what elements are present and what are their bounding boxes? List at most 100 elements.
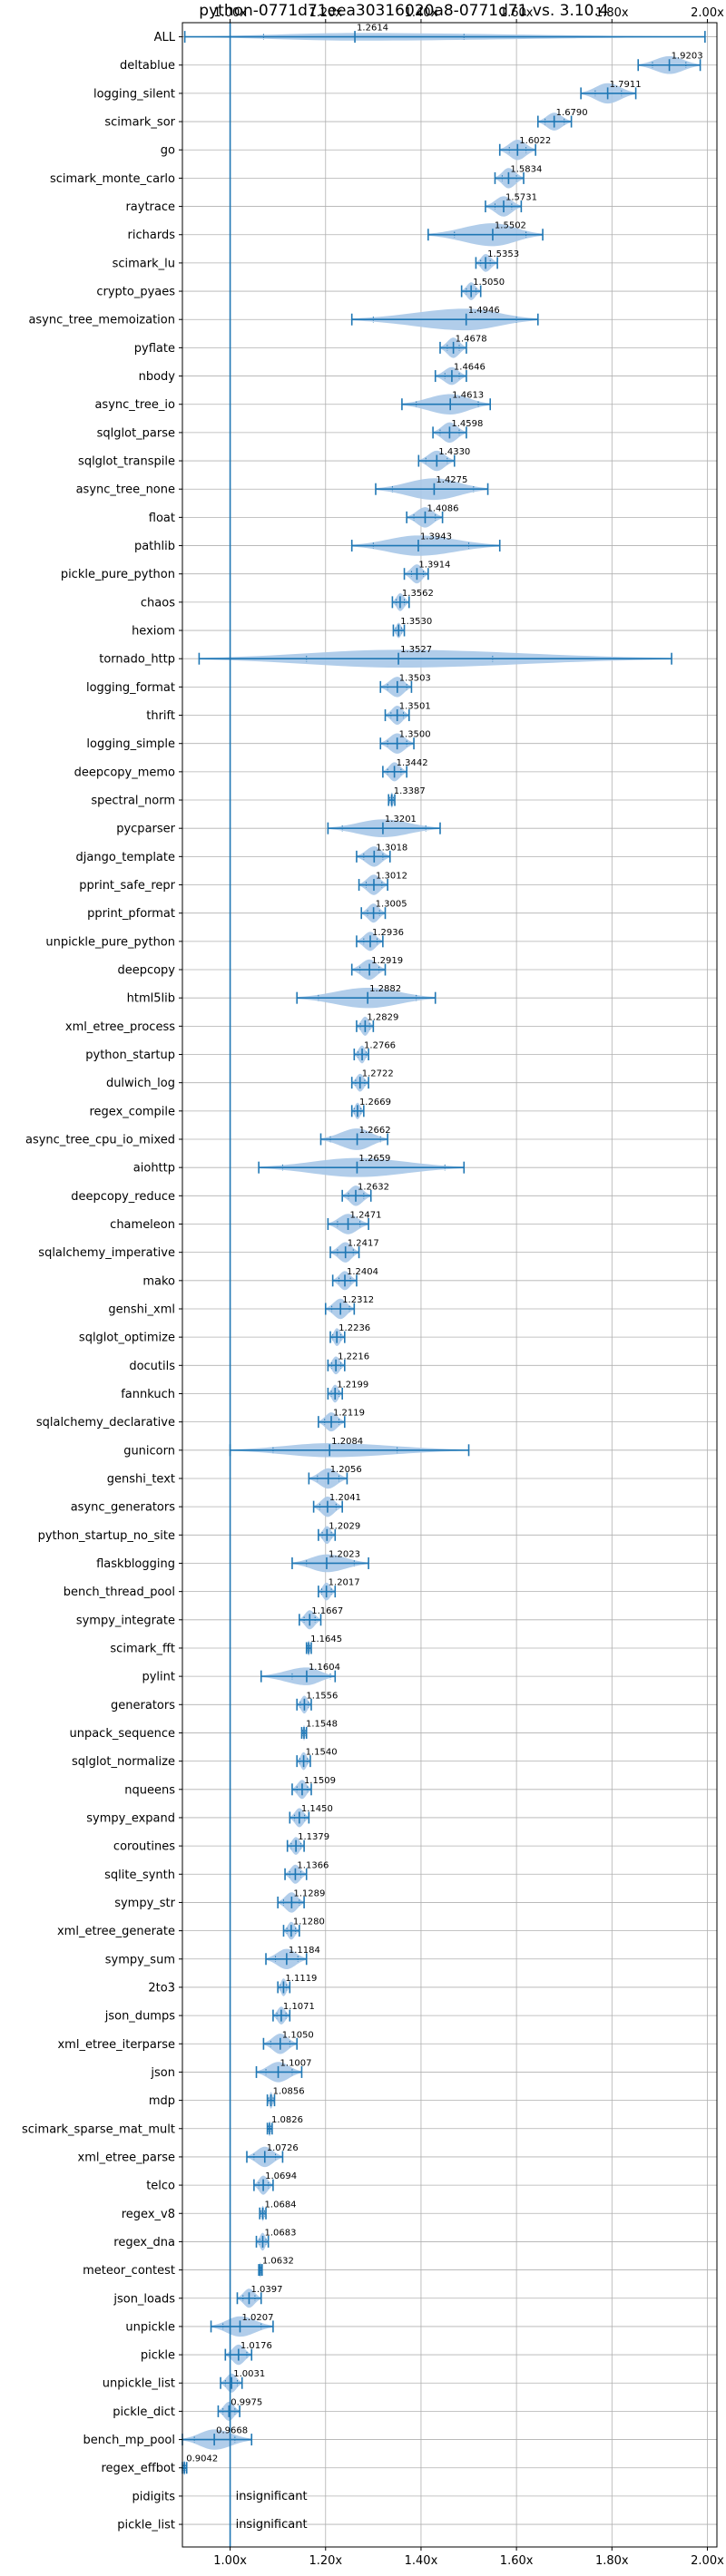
value-label: 1.2199 [337, 1380, 368, 1390]
value-label: 0.9975 [231, 2397, 262, 2407]
value-label: 1.4275 [436, 475, 467, 485]
x-tick-label-top: 1.40x [405, 6, 438, 20]
value-label: 1.1289 [293, 1888, 325, 1898]
category-label: regex_v8 [122, 2208, 175, 2221]
category-label: ALL [154, 31, 176, 44]
x-tick-label-top: 1.60x [500, 6, 534, 20]
value-label: 1.0684 [265, 2200, 297, 2210]
value-label: 1.5834 [510, 164, 542, 174]
category-label: regex_compile [89, 1105, 175, 1118]
category-label: sympy_str [114, 1897, 175, 1910]
chart-title: python-0771d71eea30316020a8-0771d71 vs. … [199, 2, 608, 20]
category-label: aiohttp [133, 1162, 175, 1176]
category-label: 2to3 [148, 1981, 175, 1995]
value-label: 0.9042 [186, 2454, 218, 2464]
value-label: 1.1280 [293, 1917, 325, 1927]
category-label: genshi_xml [108, 1303, 175, 1316]
category-label: float [149, 512, 175, 525]
category-label: sqlalchemy_imperative [38, 1246, 175, 1260]
category-label: json_dumps [104, 2010, 175, 2024]
category-label: sqlglot_transpile [78, 455, 175, 469]
value-label: 1.1667 [311, 1606, 343, 1616]
category-label: json_loads [113, 2292, 175, 2306]
category-label: pyflate [134, 342, 175, 356]
value-label: 0.9668 [216, 2426, 248, 2436]
category-label: xml_etree_process [65, 1020, 175, 1034]
x-tick-label-bottom: 1.80x [595, 2554, 629, 2568]
value-label: 1.0826 [271, 2115, 303, 2125]
value-label: 1.1379 [298, 1832, 329, 1842]
x-tick-label-top: 1.00x [213, 6, 247, 20]
category-label: sqlalchemy_declarative [36, 1416, 175, 1429]
category-label: regex_dna [113, 2236, 175, 2249]
category-label: coroutines [113, 1840, 175, 1854]
value-label: 1.1007 [280, 2058, 312, 2068]
category-label: logging_silent [93, 87, 175, 101]
category-label: python_startup [85, 1049, 175, 1062]
value-label: 1.1184 [289, 1946, 320, 1956]
value-label: 1.4678 [456, 334, 487, 344]
value-label: 1.5502 [495, 221, 526, 231]
category-label: logging_format [86, 681, 175, 695]
value-label: 1.0397 [250, 2285, 282, 2295]
value-label: 1.1450 [301, 1804, 333, 1814]
category-label: pprint_pformat [87, 907, 175, 921]
value-label: 1.1071 [283, 2002, 315, 2012]
category-label: sympy_expand [86, 1811, 175, 1825]
category-label: sqlglot_parse [97, 426, 175, 440]
value-label: 1.1645 [310, 1634, 342, 1644]
value-label: 1.6790 [556, 108, 588, 118]
value-label: 1.2023 [329, 1549, 360, 1559]
value-label: 1.0683 [265, 2228, 297, 2238]
value-label: 1.2632 [358, 1182, 389, 1192]
value-label: 1.4330 [438, 447, 470, 457]
value-label: 1.4086 [427, 503, 458, 513]
value-label: 1.1540 [306, 1748, 338, 1758]
plot-frame [182, 22, 718, 2548]
category-label: python_startup_no_site [38, 1529, 175, 1543]
category-label: generators [111, 1699, 175, 1712]
category-label: sqlite_synth [104, 1869, 175, 1882]
value-label: 1.0726 [267, 2143, 299, 2153]
value-label: 1.6022 [519, 136, 551, 146]
category-label: scimark_fft [110, 1642, 175, 1655]
category-label: deepcopy_memo [74, 766, 175, 779]
value-label: 1.2614 [357, 24, 388, 34]
category-label: go [161, 144, 175, 158]
value-label: 1.7911 [610, 80, 642, 90]
value-label: 1.0176 [240, 2341, 272, 2351]
value-label: 1.9203 [672, 52, 703, 62]
value-label: 1.2471 [350, 1210, 382, 1220]
value-label: 1.2029 [329, 1521, 360, 1531]
insignificant-label: insignificant [236, 2490, 308, 2503]
value-label: 1.3562 [402, 589, 434, 599]
value-label: 1.3527 [400, 645, 432, 655]
value-label: 1.3012 [376, 872, 407, 882]
value-label: 1.3914 [418, 561, 450, 571]
value-label: 1.0694 [265, 2171, 297, 2181]
category-label: unpickle_pure_python [45, 935, 175, 949]
value-label: 1.2119 [333, 1409, 365, 1419]
x-tick-label-top: 1.80x [595, 6, 629, 20]
category-label: scimark_sparse_mat_mult [22, 2122, 175, 2136]
value-label: 1.2919 [371, 956, 403, 966]
value-label: 1.4646 [454, 363, 486, 373]
category-label: scimark_lu [113, 257, 175, 270]
value-label: 1.3201 [385, 815, 417, 825]
whiskers [182, 31, 706, 2474]
category-label: nbody [139, 370, 176, 384]
x-tick-label-top: 2.00x [691, 6, 724, 20]
value-label: 1.2056 [330, 1465, 362, 1475]
category-label: xml_etree_parse [78, 2151, 175, 2164]
value-label: 1.4946 [468, 306, 500, 316]
category-label: deepcopy [117, 964, 175, 978]
category-label: unpickle [125, 2320, 175, 2334]
value-label: 1.0207 [241, 2313, 273, 2323]
category-label: pycparser [116, 823, 175, 836]
category-label: pickle_dict [113, 2405, 175, 2419]
value-label: 1.2041 [329, 1493, 361, 1503]
value-label: 1.2659 [358, 1154, 390, 1164]
category-label: hexiom [132, 625, 175, 639]
value-label: 1.2417 [348, 1239, 379, 1249]
value-label: 1.0632 [262, 2257, 294, 2267]
